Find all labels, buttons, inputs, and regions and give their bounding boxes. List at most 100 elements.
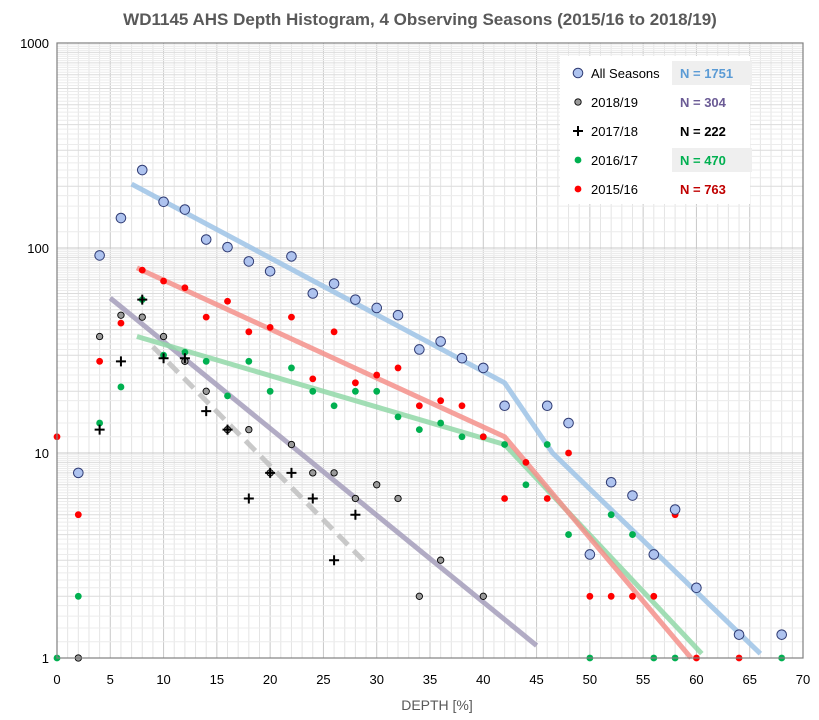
data-point <box>307 288 319 299</box>
fit-line <box>108 296 539 648</box>
x-tick-label: 45 <box>529 672 543 687</box>
data-point <box>501 441 508 448</box>
legend-count: N = 763 <box>680 182 726 197</box>
data-point <box>245 357 253 365</box>
data-point <box>629 531 636 538</box>
data-point <box>288 364 295 372</box>
data-point <box>95 332 104 341</box>
data-point <box>286 251 297 262</box>
data-point <box>202 313 210 321</box>
data-point <box>629 592 636 600</box>
data-point <box>373 481 381 489</box>
x-tick-label: 30 <box>369 672 383 687</box>
data-point <box>287 440 296 449</box>
data-point <box>479 592 487 600</box>
x-tick-label: 35 <box>423 672 437 687</box>
data-point <box>499 400 510 412</box>
data-point <box>352 387 359 395</box>
data-point <box>138 313 146 321</box>
legend-count: N = 304 <box>680 95 727 110</box>
data-point <box>74 592 82 600</box>
x-tick-label: 15 <box>210 672 224 687</box>
fit-line <box>151 344 368 565</box>
data-point <box>94 250 105 261</box>
data-point <box>307 493 318 504</box>
legend-item: All Seasons N = 1751 <box>572 61 752 85</box>
data-point <box>201 406 212 417</box>
data-point <box>309 469 317 477</box>
data-point <box>392 309 404 321</box>
data-point <box>371 302 383 314</box>
x-tick-label: 20 <box>263 672 277 687</box>
data-point <box>607 592 615 600</box>
data-point <box>648 549 660 560</box>
data-point <box>117 311 125 319</box>
data-point <box>776 629 787 640</box>
data-point <box>350 294 361 305</box>
legend-item: 2016/17 N = 470 <box>574 148 752 172</box>
legend-marker <box>574 185 582 193</box>
data-point <box>477 362 489 374</box>
legend-marker <box>574 98 582 106</box>
legend-label: 2015/16 <box>591 182 638 197</box>
data-point <box>627 490 638 501</box>
data-point <box>224 297 231 305</box>
y-tick-label: 1 <box>42 651 49 666</box>
data-point <box>565 531 572 538</box>
data-point <box>179 204 191 215</box>
data-point <box>328 278 340 289</box>
x-tick-label: 70 <box>796 672 810 687</box>
data-point <box>158 353 169 364</box>
y-tick-label: 100 <box>27 241 49 256</box>
legend-count: N = 222 <box>680 124 726 139</box>
data-point <box>415 592 423 600</box>
data-point <box>650 592 658 600</box>
data-point <box>563 417 574 429</box>
x-tick-label: 10 <box>156 672 170 687</box>
data-point <box>373 371 381 379</box>
data-point <box>160 277 167 285</box>
data-point <box>565 449 572 457</box>
data-point <box>458 433 466 441</box>
y-tick-label: 10 <box>35 446 49 461</box>
y-tick-label: 1000 <box>20 36 49 51</box>
legend-marker <box>572 67 584 79</box>
data-point <box>541 400 553 412</box>
data-point <box>350 509 361 520</box>
data-point <box>266 387 274 395</box>
data-point <box>435 336 446 347</box>
data-point <box>138 266 146 274</box>
data-point <box>200 234 212 245</box>
data-point <box>159 332 168 341</box>
data-point <box>479 433 487 441</box>
legend-item: 2017/18 N = 222 <box>573 124 726 139</box>
data-point <box>352 379 359 387</box>
data-point <box>543 441 551 448</box>
x-tick-label: 65 <box>742 672 756 687</box>
data-point <box>137 294 148 305</box>
data-point <box>330 402 338 410</box>
x-tick-label: 0 <box>53 672 60 687</box>
data-point <box>329 555 340 566</box>
data-point <box>543 495 551 502</box>
data-point <box>73 467 84 479</box>
data-point <box>266 323 274 331</box>
chart-title: WD1145 AHS Depth Histogram, 4 Observing … <box>123 10 717 29</box>
legend-count-bg <box>672 148 752 172</box>
data-point <box>245 425 253 434</box>
data-point <box>394 494 402 503</box>
data-point <box>607 511 615 519</box>
legend-count-bg <box>672 61 752 85</box>
data-point <box>224 392 231 400</box>
data-points <box>53 164 787 662</box>
data-point <box>222 241 233 253</box>
data-point <box>74 511 82 519</box>
legend-count: N = 470 <box>680 153 726 168</box>
legend-label: 2017/18 <box>591 124 638 139</box>
data-point <box>117 319 125 327</box>
data-point <box>605 476 617 488</box>
data-point <box>586 592 594 600</box>
x-tick-label: 60 <box>689 672 703 687</box>
data-point <box>415 426 423 434</box>
